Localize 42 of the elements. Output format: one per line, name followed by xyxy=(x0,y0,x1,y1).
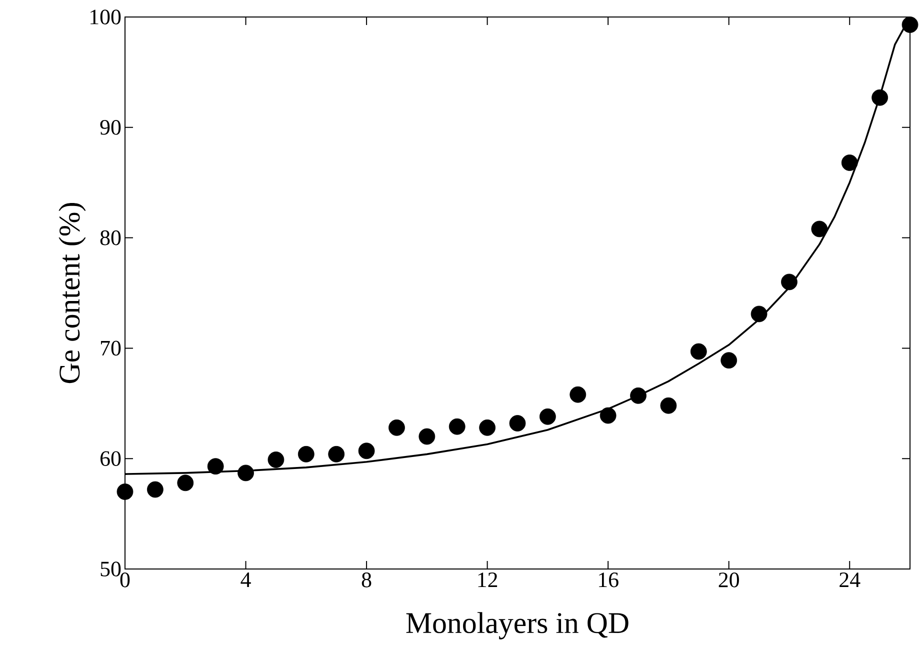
point xyxy=(238,464,254,482)
x-axis-title: Monolayers in QD xyxy=(406,612,628,640)
point xyxy=(207,458,224,475)
point xyxy=(418,428,436,445)
y-tick-label: 100 xyxy=(90,10,121,24)
point xyxy=(268,452,284,468)
x-tick-label: 20 xyxy=(718,572,739,588)
point xyxy=(479,419,496,436)
point xyxy=(690,343,707,360)
x-tick-label: 24 xyxy=(840,572,860,588)
point xyxy=(509,415,526,432)
x-tick-label: 0 xyxy=(120,572,130,588)
point xyxy=(872,89,888,106)
point xyxy=(841,154,858,171)
point xyxy=(781,274,798,290)
point xyxy=(448,418,466,435)
y-tick-label: 60 xyxy=(100,451,121,466)
x-tick-label: 12 xyxy=(478,572,498,588)
point xyxy=(750,306,768,322)
point xyxy=(177,474,194,492)
point xyxy=(328,446,345,462)
point xyxy=(630,387,646,404)
x-tick-label: 8 xyxy=(362,572,372,588)
point xyxy=(539,408,556,425)
point xyxy=(720,352,738,369)
point xyxy=(116,484,134,500)
x-tick-label: 16 xyxy=(599,572,618,588)
point xyxy=(358,442,375,460)
y-axis-title: Ge content (%) xyxy=(58,203,86,384)
point xyxy=(146,481,164,498)
x-tick-label: 4 xyxy=(240,572,251,587)
point xyxy=(811,220,828,238)
point xyxy=(600,407,616,424)
y-tick-label: 90 xyxy=(100,120,121,135)
y-tick-label: 70 xyxy=(101,340,121,356)
point xyxy=(902,16,918,33)
point xyxy=(298,446,314,462)
point xyxy=(660,397,677,414)
y-tick-label: 50 xyxy=(100,562,121,576)
point xyxy=(570,386,586,403)
y-tick-label: 80 xyxy=(100,230,121,246)
point xyxy=(388,419,405,436)
